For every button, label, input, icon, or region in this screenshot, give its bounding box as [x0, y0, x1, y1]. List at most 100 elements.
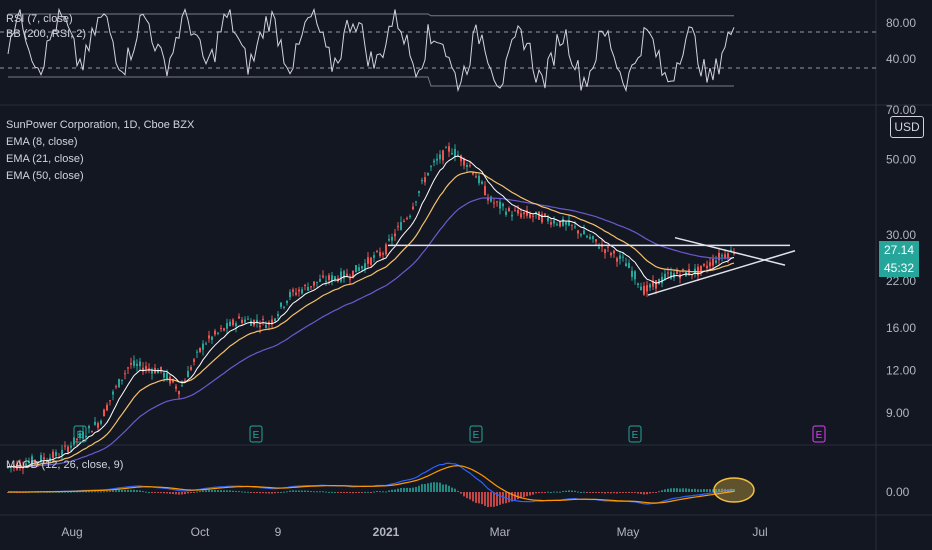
- macd-bar: [535, 492, 537, 494]
- candle-body: [220, 328, 222, 330]
- macd-bar: [343, 492, 345, 493]
- macd-bar: [385, 491, 387, 493]
- candle-body: [592, 236, 594, 240]
- currency-button[interactable]: USD: [890, 116, 924, 138]
- macd-bar: [679, 488, 681, 492]
- candle-body: [538, 211, 540, 220]
- macd-bar: [511, 492, 513, 502]
- macd-bar: [517, 492, 519, 500]
- macd-bar: [178, 492, 180, 495]
- earnings-marker-icon: [73, 425, 87, 443]
- macd-bar: [205, 490, 207, 492]
- candle-body: [223, 328, 225, 331]
- earnings-marker-icon: [249, 425, 263, 443]
- macd-bar: [403, 487, 405, 492]
- macd-bar: [58, 491, 60, 493]
- candle-body: [433, 160, 435, 163]
- candle-body: [319, 278, 321, 282]
- candle-body: [379, 252, 381, 257]
- candle-body: [571, 224, 573, 226]
- macd-bar: [388, 490, 390, 492]
- macd-bar: [496, 492, 498, 507]
- candle-body: [328, 275, 330, 280]
- candle-body: [358, 267, 360, 271]
- macd-bar: [541, 492, 543, 494]
- macd-bar: [586, 492, 588, 493]
- candle-body: [55, 451, 57, 457]
- candle-body: [550, 222, 552, 225]
- candle-body: [577, 230, 579, 234]
- macd-bar: [274, 492, 276, 494]
- candle-body: [634, 271, 636, 280]
- macd-bar: [82, 491, 84, 493]
- macd-bar: [187, 492, 189, 494]
- macd-bar: [175, 492, 177, 495]
- macd-bar: [643, 492, 645, 495]
- earnings-marker-text: E: [77, 430, 84, 441]
- candle-body: [487, 197, 489, 201]
- candle-body: [499, 201, 501, 209]
- candle-body: [70, 445, 72, 448]
- candle-body: [271, 319, 273, 325]
- candle-body: [25, 463, 27, 467]
- macd-bar: [289, 490, 291, 492]
- macd-bar: [640, 492, 642, 494]
- macd-bar: [136, 490, 138, 492]
- candle-body: [325, 280, 327, 282]
- candle-body: [37, 461, 39, 463]
- candle-body: [481, 181, 483, 184]
- macd-bar: [184, 492, 186, 495]
- last-price-badge: 27.14: [879, 241, 919, 259]
- candle-body: [547, 217, 549, 222]
- macd-bar: [169, 492, 171, 494]
- macd-bar: [190, 492, 192, 493]
- candle-body: [160, 366, 162, 372]
- macd-bar: [121, 489, 123, 492]
- macd-bar: [133, 489, 135, 492]
- candle-body: [292, 289, 294, 292]
- candle-body: [394, 233, 396, 237]
- macd-bar: [208, 490, 210, 492]
- candles: [7, 142, 735, 475]
- macd-bar: [292, 490, 294, 492]
- macd-bar: [223, 490, 225, 492]
- candle-body: [277, 314, 279, 317]
- candle-body: [454, 148, 456, 157]
- candle-body: [565, 222, 567, 225]
- macd-bar: [553, 491, 555, 493]
- candle-body: [703, 263, 705, 266]
- macd-bar: [577, 491, 579, 493]
- candle-body: [67, 446, 69, 453]
- candle-body: [88, 426, 90, 429]
- candle-body: [286, 300, 288, 304]
- candle-body: [427, 172, 429, 176]
- macd-bar: [529, 492, 531, 496]
- candle-body: [628, 263, 630, 268]
- price-tick-label: 9.00: [886, 406, 910, 420]
- candle-body: [421, 180, 423, 182]
- macd-bar: [220, 490, 222, 492]
- candle-body: [349, 278, 351, 280]
- candle-body: [304, 285, 306, 287]
- candle-body: [190, 367, 192, 370]
- candle-body: [79, 433, 81, 438]
- macd-bar: [130, 489, 132, 492]
- macd-bar: [286, 491, 288, 493]
- macd-bar: [70, 491, 72, 493]
- candle-body: [352, 270, 354, 278]
- earnings-marker-text: E: [632, 430, 639, 441]
- macd-bar: [316, 491, 318, 493]
- macd-bar: [664, 489, 666, 492]
- candle-body: [607, 246, 609, 248]
- time-axis-label: Oct: [191, 525, 210, 539]
- candle-body: [613, 250, 615, 254]
- macd-bar: [469, 492, 471, 500]
- macd-bar: [466, 492, 468, 499]
- candle-body: [385, 244, 387, 255]
- candle-body: [106, 404, 108, 411]
- earnings-marker-text: E: [253, 430, 260, 441]
- candle-body: [412, 206, 414, 210]
- macd-bar: [646, 492, 648, 495]
- macd-bar: [118, 489, 120, 492]
